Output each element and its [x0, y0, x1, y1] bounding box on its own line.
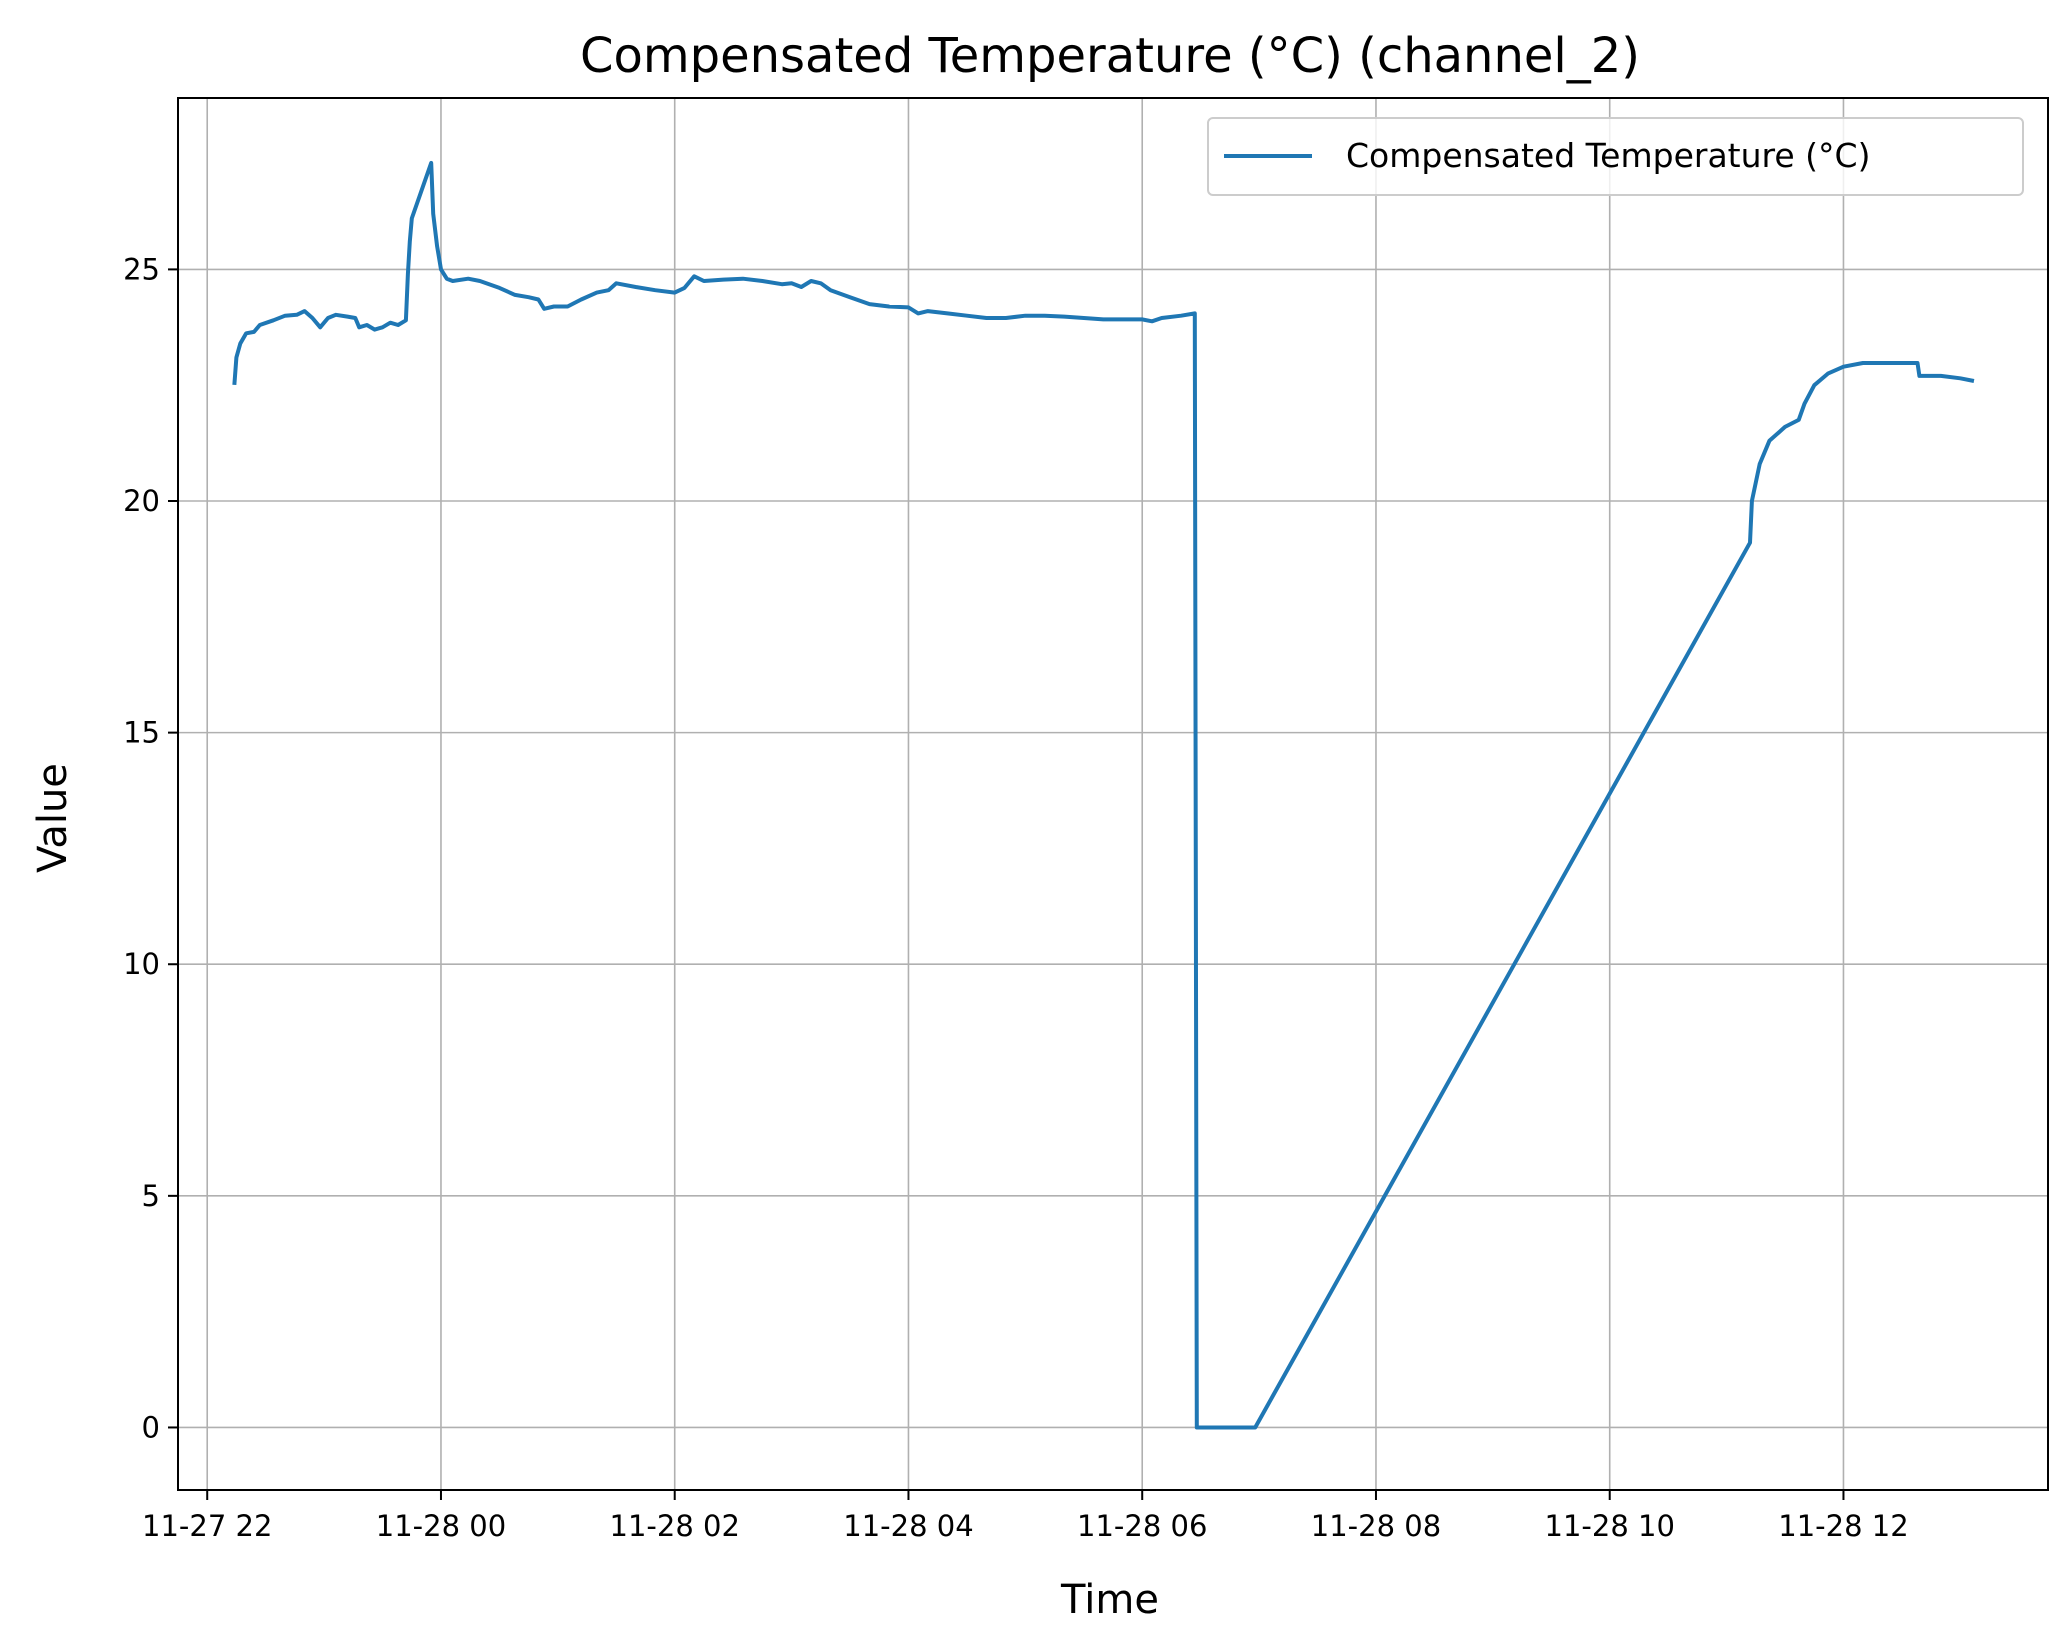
x-tick-label: 11-28 10 [1545, 1509, 1675, 1543]
y-tick-label: 5 [142, 1179, 160, 1213]
x-tick-label: 11-28 00 [376, 1509, 506, 1543]
series-line [232, 160, 1975, 1430]
x-tick-label: 11-28 08 [1311, 1509, 1441, 1543]
plot-area [232, 160, 1975, 1430]
legend-label: Compensated Temperature (°C) [1346, 136, 1870, 175]
grid [178, 98, 2048, 1490]
y-tick-label: 10 [123, 947, 160, 981]
x-tick-label: 11-28 06 [1077, 1509, 1207, 1543]
x-tick-label: 11-27 22 [142, 1509, 272, 1543]
plot-frame [177, 97, 2049, 1491]
y-tick-label: 0 [142, 1410, 160, 1444]
x-tick-label: 11-28 12 [1778, 1509, 1908, 1543]
x-axis-label: Time [1060, 1577, 1159, 1623]
ticks: 11-27 22 11-28 00 11-28 02 11-28 04 11-28 06… [123, 252, 1909, 1543]
y-tick-label: 15 [123, 716, 160, 750]
y-tick-label: 20 [123, 484, 160, 518]
legend: Compensated Temperature (°C) [1207, 117, 2024, 196]
y-axis-label: Value [30, 763, 76, 873]
axes-frame [177, 97, 2049, 1491]
chart-title: Compensated Temperature (°C) (channel_2) [580, 28, 1640, 84]
legend-frame [1207, 117, 2024, 196]
y-tick-label: 25 [123, 252, 160, 286]
x-tick-label: 11-28 02 [610, 1509, 740, 1543]
x-tick-label: 11-28 04 [843, 1509, 973, 1543]
